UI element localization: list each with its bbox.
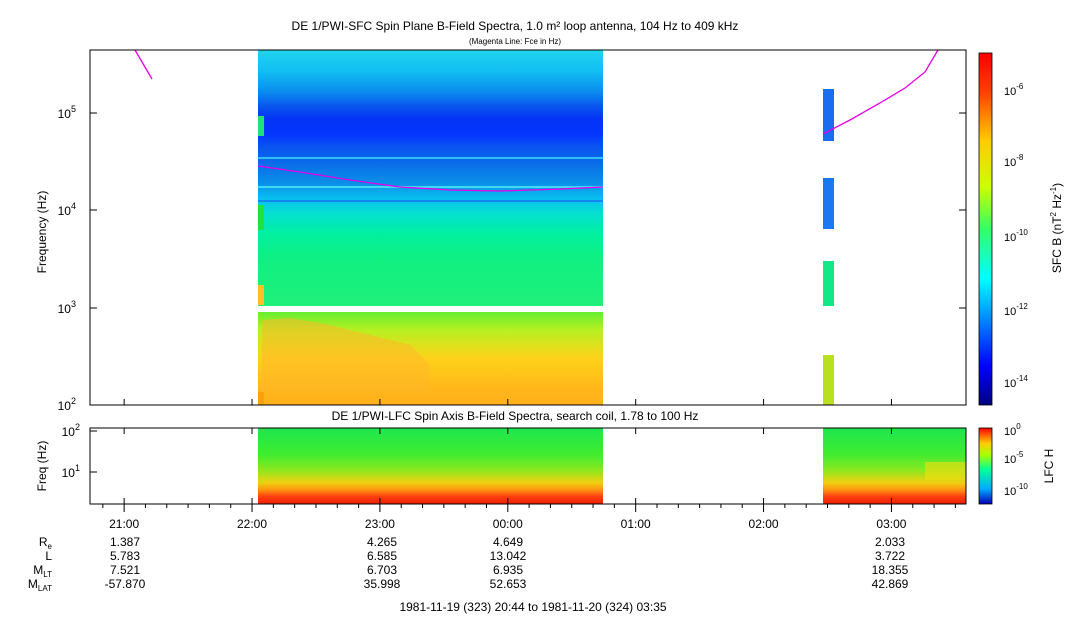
sfc-edge-patch [258, 392, 264, 405]
lfc-spectrum-block [258, 428, 603, 504]
sfc-ylabel: Frequency (Hz) [35, 191, 49, 274]
ephemeris-value: 6.585 [367, 549, 397, 563]
time-tick-label: 03:00 [876, 517, 906, 531]
sfc-streak [258, 200, 603, 202]
lfc-colorbar: 100 10-5 10-10 LFC H [978, 422, 1056, 505]
lfc-cbar-label: LFC H [1042, 449, 1056, 484]
ephemeris-row-label: L [45, 549, 52, 563]
ephemeris-value: 6.703 [367, 563, 397, 577]
ephemeris-value: 4.649 [493, 535, 523, 549]
sfc-colorbar-gradient [978, 52, 993, 406]
sfc-pass-segment [823, 178, 834, 229]
lfc-ytick-label: 101 [62, 463, 80, 480]
lfc-spectrogram [258, 428, 966, 504]
chart-title-lfc: DE 1/PWI-LFC Spin Axis B-Field Spectra, … [332, 409, 699, 423]
sfc-edge-patch [258, 116, 264, 136]
ephemeris-value: -57.870 [105, 577, 146, 591]
ephemeris-value: 35.998 [364, 577, 401, 591]
lfc-cbar-tick: 10-5 [1004, 450, 1024, 466]
time-tick-label: 00:00 [493, 517, 523, 531]
sfc-edge-patch [258, 205, 264, 230]
ephemeris-value: 5.783 [110, 549, 140, 563]
sfc-cbar-tick: 10-14 [1004, 374, 1028, 390]
ephemeris-value: 13.042 [490, 549, 527, 563]
ephemeris-value: 52.653 [490, 577, 527, 591]
sfc-spectrum-block [258, 50, 603, 306]
sfc-intense-region [262, 318, 430, 392]
time-tick-label: 01:00 [621, 517, 651, 531]
time-tick-label: 23:00 [365, 517, 395, 531]
time-tick-label: 22:00 [237, 517, 267, 531]
sfc-spectrogram [134, 49, 939, 405]
sfc-edge-patch [258, 285, 264, 305]
lfc-colorbar-gradient [978, 427, 993, 505]
lfc-bright-patch [925, 462, 966, 480]
lfc-cbar-tick: 100 [1004, 422, 1021, 438]
sfc-cbar-tick: 10-6 [1004, 82, 1024, 98]
ephemeris-value: 4.265 [367, 535, 397, 549]
ephemeris-value: 42.869 [872, 577, 909, 591]
sfc-cbar-label: SFC B (nT2 Hz-1) [1049, 183, 1064, 273]
ephemeris-value: 3.722 [875, 549, 905, 563]
lfc-ylabel: Freq (Hz) [35, 441, 49, 492]
sfc-cbar-tick: 10-12 [1004, 302, 1028, 318]
time-tick-label: 21:00 [109, 517, 139, 531]
sfc-ytick-label: 104 [58, 201, 76, 218]
sfc-plot-frame [89, 49, 967, 406]
ephemeris-value: 1.387 [110, 535, 140, 549]
sfc-pass-segment [823, 355, 834, 405]
ephemeris-value: 18.355 [872, 563, 909, 577]
sfc-ytick-label: 103 [58, 299, 76, 316]
fce-line-middle [257, 165, 604, 192]
ephemeris-row-label: MLAT [28, 577, 52, 593]
time-tick-label: 02:00 [749, 517, 779, 531]
sfc-pass-segment [823, 261, 834, 306]
lfc-ytick-label: 102 [62, 422, 80, 439]
time-axis: 21:00 22:00 23:00 00:00 01:00 02:00 03:00 [102, 399, 956, 531]
lfc-plot-frame [89, 427, 967, 505]
ephemeris-value: 7.521 [110, 563, 140, 577]
sfc-pass-segment [823, 89, 834, 141]
sfc-cbar-tick: 10-8 [1004, 153, 1024, 169]
sfc-streak [258, 157, 603, 159]
time-range-label: 1981-11-19 (323) 20:44 to 1981-11-20 (32… [399, 600, 666, 614]
fce-line-left [134, 49, 153, 80]
sfc-ytick-label: 105 [58, 104, 76, 121]
lfc-y-axis: 102 101 Freq (Hz) [35, 422, 97, 491]
fce-line-right [822, 49, 939, 135]
sfc-colorbar: 10-6 10-8 10-10 10-12 10-14 SFC B (nT2 H… [978, 52, 1064, 406]
chart-subtitle: (Magenta Line: Fce in Hz) [469, 37, 561, 46]
ephemeris-value: 6.935 [493, 563, 523, 577]
chart-title: DE 1/PWI-SFC Spin Plane B-Field Spectra,… [292, 19, 739, 33]
sfc-ytick-label: 102 [58, 396, 76, 413]
lfc-cbar-tick: 10-10 [1004, 482, 1028, 498]
ephemeris-value: 2.033 [875, 535, 905, 549]
sfc-streak [258, 186, 603, 188]
sfc-cbar-tick: 10-10 [1004, 228, 1028, 244]
